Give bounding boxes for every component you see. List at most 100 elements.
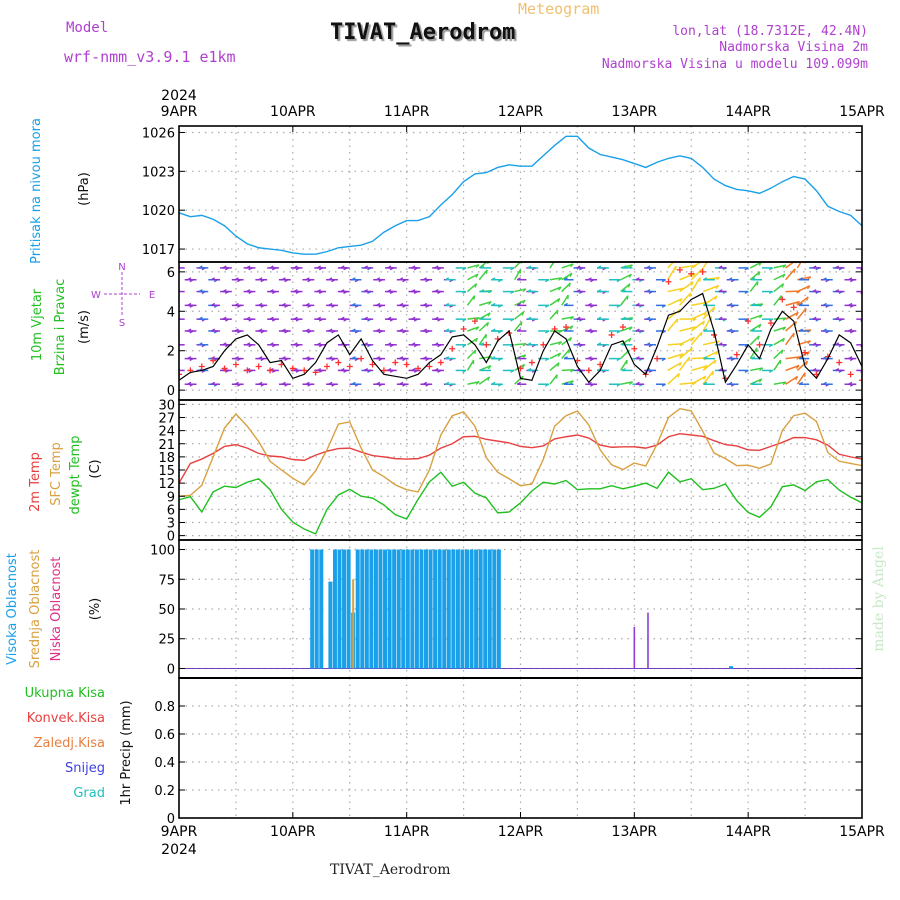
cloud-unit: (%) <box>88 597 103 621</box>
wind-arrow <box>549 277 562 281</box>
wind-arrow-head <box>210 381 216 385</box>
wind-arrow <box>467 326 479 332</box>
wind-arrow-head <box>635 328 640 332</box>
wind-arrow-head <box>860 345 862 348</box>
wind-arrow <box>549 362 560 372</box>
wind-arrow-head <box>486 322 490 327</box>
wind-arrow <box>679 336 695 346</box>
high-cloud-bar <box>460 549 465 669</box>
wind-arrow-head <box>480 342 485 346</box>
wind-arrow-head <box>715 350 719 355</box>
wind-arrow-head <box>316 367 321 371</box>
wind-arrow-head <box>293 316 298 320</box>
wind-arrow <box>679 292 692 306</box>
wind-arrow <box>467 316 480 320</box>
wind-arrow-head <box>794 321 798 326</box>
wind-arrow-head <box>328 277 333 281</box>
gust-marker <box>267 367 274 374</box>
wind-arrow-head <box>676 318 679 323</box>
y-tick-label: 50 <box>158 603 175 618</box>
wind-arrow-head <box>399 328 404 332</box>
wind-arrow-head <box>399 356 404 360</box>
wind-arrow-head <box>646 316 651 320</box>
wind-arrow-head <box>462 318 467 322</box>
wind-arrow <box>549 309 559 320</box>
x-tick-label-top: 13APR <box>612 104 658 120</box>
wind-arrow <box>667 353 684 360</box>
wind-arrow-head <box>702 320 706 326</box>
wind-arrow-head <box>661 383 666 387</box>
wind-arrow-head <box>475 381 480 385</box>
gust-marker <box>665 278 672 285</box>
model-name: wrf-nmm_v3.9.1 e1km <box>64 48 236 66</box>
wind-arrow-head <box>258 356 263 360</box>
wind-arrow-head <box>363 265 368 269</box>
high-cloud-bar <box>328 581 333 669</box>
wind-arrow-head <box>187 328 192 332</box>
wind-arrow-head <box>688 357 691 362</box>
wind-speed-line <box>179 292 862 384</box>
high-cloud-bar <box>464 549 469 669</box>
y-tick-label: 1020 <box>142 204 175 219</box>
wind-arrow-head <box>522 288 527 293</box>
wind-arrow-head <box>563 356 568 360</box>
wind-arrow-head <box>258 302 263 306</box>
wind-arrow-head <box>570 316 575 320</box>
wind-arrow-head <box>848 356 853 360</box>
wind-arrow-head <box>269 342 274 346</box>
wind-arrow-head <box>363 316 368 320</box>
wind-arrow-head <box>557 298 561 303</box>
high-cloud-bar <box>364 549 369 669</box>
x-tick-label-bottom: 10APR <box>270 824 316 840</box>
wind-arrow-head <box>728 381 733 385</box>
wind-arrow <box>773 349 784 360</box>
wind-arrow-head <box>568 282 571 288</box>
year-label-top: 2024 <box>161 88 197 104</box>
wind-arrow-head <box>487 262 490 265</box>
wind-arrow-head <box>305 302 310 306</box>
x-tick-label-bottom: 9APR <box>161 824 198 840</box>
x-tick-label-top: 14APR <box>725 104 771 120</box>
wind-arrow-head <box>628 338 632 343</box>
wind-arrow-head <box>545 330 550 334</box>
wind-arrow-head <box>258 277 263 281</box>
wind-arrow-head <box>293 265 298 269</box>
wind-arrow-head <box>793 268 796 273</box>
wind-arrow-head <box>635 277 640 281</box>
wind-arrow-head <box>445 277 450 281</box>
x-tick-label-bottom: 15APR <box>839 824 885 840</box>
wind-arrow-head <box>796 301 800 305</box>
wind-arrow <box>667 265 677 281</box>
wind-arrow <box>479 300 492 307</box>
wind-arrow-head <box>587 277 592 281</box>
wind-arrow <box>691 301 708 307</box>
wind-arrow-head <box>616 304 621 308</box>
y-tick-label: 18 <box>158 451 175 466</box>
y-tick-label: 0.6 <box>154 728 175 743</box>
wind-arrow-head <box>281 356 286 360</box>
wind-arrow-head <box>616 358 621 362</box>
wind-arrow-head <box>480 289 485 293</box>
wind-arrow-head <box>480 316 485 320</box>
high-cloud-bar <box>433 549 438 669</box>
gust-marker <box>198 363 205 370</box>
wind-arrow <box>667 308 681 320</box>
wind-arrow <box>467 273 479 281</box>
x-tick-label-top: 15APR <box>839 104 885 120</box>
wind-arrow <box>467 337 478 346</box>
wind-arrow-head <box>679 298 683 303</box>
wind-arrow-head <box>491 328 496 332</box>
wind-arrow-head <box>616 330 621 334</box>
wind-arrow-head <box>234 328 239 332</box>
high-cloud-bar <box>424 549 429 669</box>
y-tick-label: 9 <box>167 490 175 505</box>
wind-arrow-head <box>475 326 480 331</box>
wind-arrow-head <box>210 302 216 306</box>
wind-arrow <box>691 365 708 372</box>
wind-arrow-head <box>646 342 651 346</box>
wind-arrow-head <box>848 381 853 385</box>
wind-arrow <box>750 314 763 320</box>
low-cloud-bar <box>633 626 636 669</box>
wind-arrow <box>514 288 527 293</box>
high-cloud-bar <box>496 549 501 669</box>
